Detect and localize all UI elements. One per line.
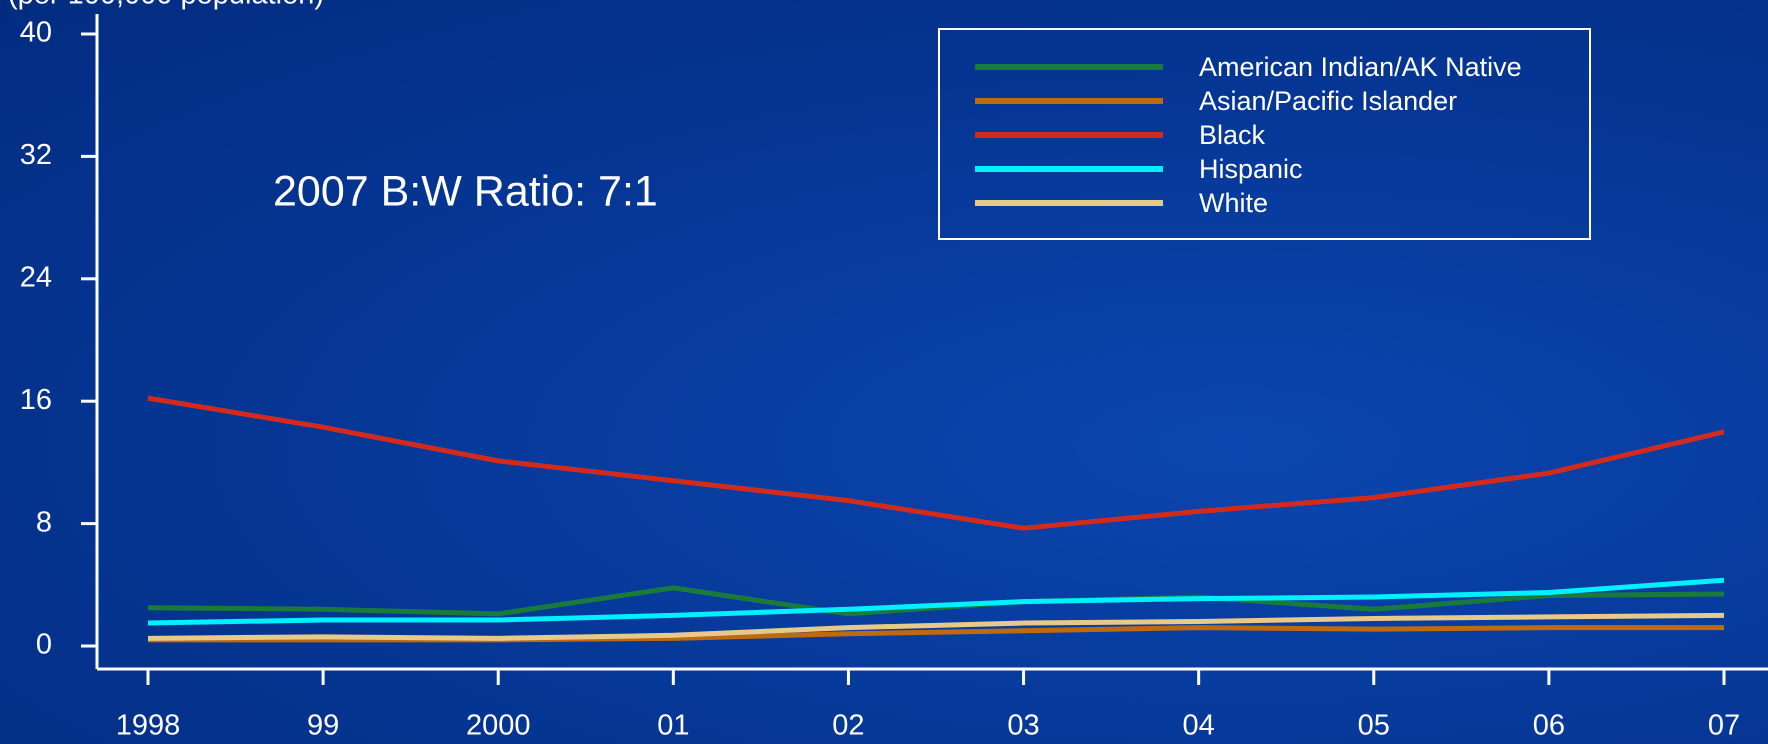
x-tick-label: 04 — [1183, 710, 1215, 742]
legend-label: American Indian/AK Native — [1199, 52, 1522, 82]
x-tick-label: 06 — [1533, 710, 1565, 742]
x-tick-label: 02 — [832, 710, 864, 742]
y-tick-label: 32 — [20, 139, 52, 171]
x-tick-label: 1998 — [116, 710, 181, 742]
y-tick-label: 16 — [20, 384, 52, 416]
annotation: 2007 B:W Ratio: 7:1 — [273, 167, 658, 215]
legend-label: Black — [1199, 120, 1266, 150]
x-tick-label: 01 — [657, 710, 689, 742]
y-tick-label: 8 — [36, 506, 52, 538]
legend-label: White — [1199, 188, 1268, 218]
x-tick-label: 03 — [1007, 710, 1039, 742]
legend-label: Hispanic — [1199, 154, 1303, 184]
legend-box — [938, 28, 1591, 240]
y-axis-label: (per 100,000 population) — [8, 0, 324, 11]
x-tick-label: 2000 — [466, 710, 531, 742]
x-tick-label: 99 — [307, 710, 339, 742]
x-tick-label: 07 — [1708, 710, 1740, 742]
y-tick-label: 24 — [20, 261, 52, 293]
series-line — [147, 612, 1725, 641]
legend-label: Asian/Pacific Islander — [1199, 86, 1457, 116]
series-line — [147, 395, 1725, 531]
y-tick-label: 0 — [36, 629, 52, 661]
series-line — [147, 577, 1725, 626]
y-tick-label: 40 — [20, 17, 52, 49]
x-tick-label: 05 — [1358, 710, 1390, 742]
